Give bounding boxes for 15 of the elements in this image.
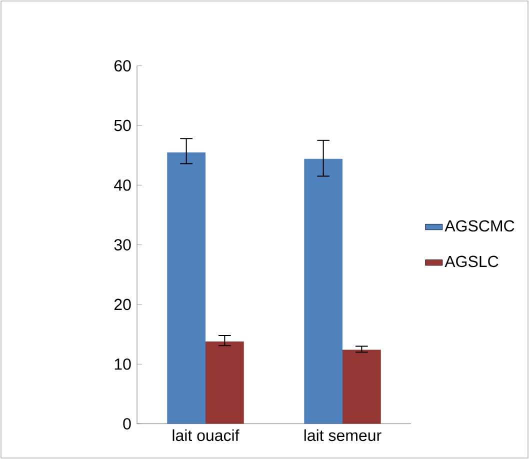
y-tick-label: 60 [114,60,131,72]
y-tick-label: 0 [123,418,131,430]
y-tick-label: 40 [114,179,131,191]
y-tick-label: 20 [114,298,131,310]
bar [342,350,381,424]
legend-label: AGSCMC [444,220,514,232]
y-tick-label: 30 [114,239,131,250]
x-tick-label: lait semeur [304,429,382,442]
y-tick-label: 50 [114,120,131,132]
y-tick-label: 10 [114,358,131,370]
x-tick-label: lait ouacif [172,429,240,442]
bar [304,158,343,424]
bar [167,152,206,424]
bar [206,341,244,424]
legend-label: AGSLC [444,256,498,268]
